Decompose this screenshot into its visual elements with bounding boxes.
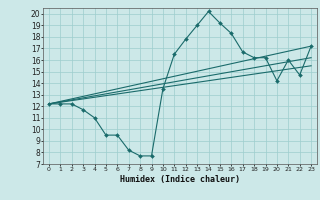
X-axis label: Humidex (Indice chaleur): Humidex (Indice chaleur): [120, 175, 240, 184]
